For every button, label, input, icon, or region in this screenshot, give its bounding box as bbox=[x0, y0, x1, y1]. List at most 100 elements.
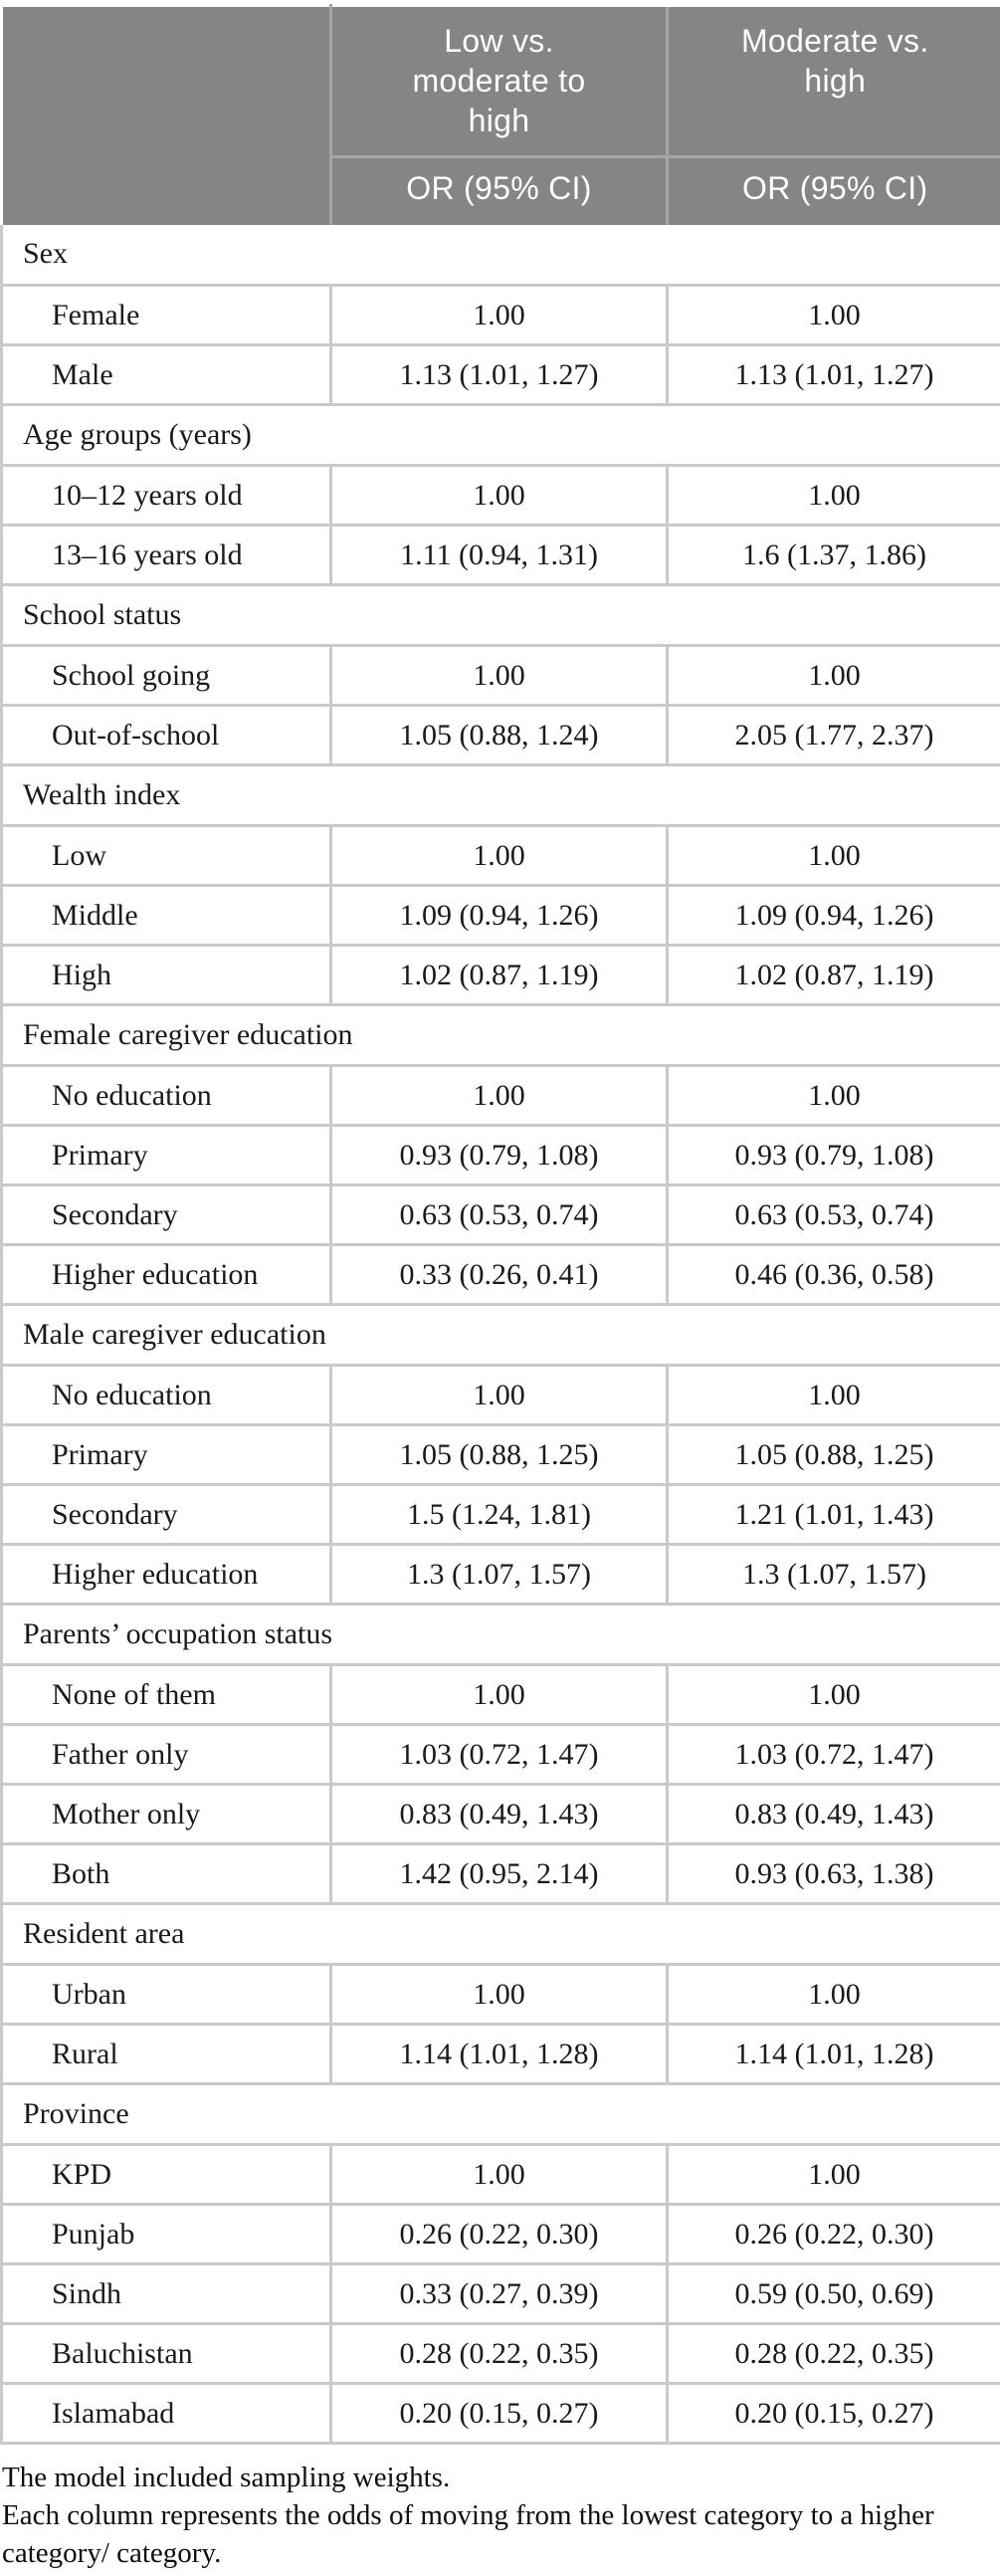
or-ci-value: 0.83 (0.49, 1.43) bbox=[666, 1784, 1000, 1845]
or-ci-value: 0.33 (0.26, 0.41) bbox=[329, 1244, 668, 1306]
or-ci-value: 0.26 (0.22, 0.30) bbox=[329, 2204, 668, 2265]
row-label: Islamabad bbox=[0, 2383, 331, 2445]
table-row: School going 1.00 1.00 bbox=[0, 645, 1000, 707]
group-row: Age groups (years) bbox=[0, 404, 1000, 467]
table-row: Primary 0.93 (0.79, 1.08) 0.93 (0.79, 1.08… bbox=[0, 1125, 1000, 1186]
group-label: Parents’ occupation status bbox=[0, 1604, 1000, 1666]
or-ci-value: 2.05 (1.77, 2.37) bbox=[666, 705, 1000, 766]
table-row: No education 1.00 1.00 bbox=[0, 1065, 1000, 1127]
row-label: Rural bbox=[0, 2024, 331, 2085]
group-label: Resident area bbox=[0, 1903, 1000, 1966]
table-row: Higher education 1.3 (1.07, 1.57) 1.3 (1.0… bbox=[0, 1544, 1000, 1606]
or-ci-value: 0.33 (0.27, 0.39) bbox=[329, 2263, 668, 2325]
table-row: Middle 1.09 (0.94, 1.26) 1.09 (0.94, 1.26) bbox=[0, 885, 1000, 947]
table-row: KPD 1.00 1.00 bbox=[0, 2144, 1000, 2206]
subheader-or-95ci-col2: OR (95% CI) bbox=[666, 155, 1000, 225]
table-row: Both 1.42 (0.95, 2.14) 0.93 (0.63, 1.38) bbox=[0, 1843, 1000, 1905]
group-label: Male caregiver education bbox=[0, 1304, 1000, 1367]
group-row: Male caregiver education bbox=[0, 1304, 1000, 1367]
corner-cell bbox=[0, 4, 332, 225]
or-ci-value: 1.00 bbox=[329, 1664, 668, 1726]
or-ci-value: 1.00 bbox=[666, 825, 1000, 887]
table-row: Primary 1.05 (0.88, 1.25) 1.05 (0.88, 1.25… bbox=[0, 1424, 1000, 1486]
row-label: Higher education bbox=[0, 1244, 331, 1306]
or-ci-value: 1.03 (0.72, 1.47) bbox=[329, 1724, 668, 1786]
row-label: Primary bbox=[0, 1125, 331, 1186]
group-row: Sex bbox=[0, 224, 1000, 287]
or-ci-value: 0.59 (0.50, 0.69) bbox=[666, 2263, 1000, 2325]
or-ci-value: 1.42 (0.95, 2.14) bbox=[329, 1843, 668, 1905]
row-label: Low bbox=[0, 825, 331, 887]
or-ci-value: 1.05 (0.88, 1.24) bbox=[329, 705, 668, 766]
table-row: 13–16 years old 1.11 (0.94, 1.31) 1.6 (1.3… bbox=[0, 525, 1000, 586]
or-ci-value: 0.46 (0.36, 0.58) bbox=[666, 1244, 1000, 1306]
or-ci-value: 1.05 (0.88, 1.25) bbox=[666, 1424, 1000, 1486]
or-ci-value: 1.02 (0.87, 1.19) bbox=[329, 945, 668, 1006]
or-ci-value: 1.03 (0.72, 1.47) bbox=[666, 1724, 1000, 1786]
table-row: None of them 1.00 1.00 bbox=[0, 1664, 1000, 1726]
or-ci-value: 0.63 (0.53, 0.74) bbox=[329, 1184, 668, 1246]
row-label: None of them bbox=[0, 1664, 331, 1726]
or-ci-value: 0.63 (0.53, 0.74) bbox=[666, 1184, 1000, 1246]
table-row: Low 1.00 1.00 bbox=[0, 825, 1000, 887]
or-ci-value: 1.00 bbox=[666, 465, 1000, 527]
or-ci-value: 1.00 bbox=[666, 2144, 1000, 2206]
or-ci-value: 1.3 (1.07, 1.57) bbox=[329, 1544, 668, 1606]
group-label: Wealth index bbox=[0, 764, 1000, 827]
row-label: Sindh bbox=[0, 2263, 331, 2325]
table-row: 10–12 years old 1.00 1.00 bbox=[0, 465, 1000, 527]
or-ci-value: 1.05 (0.88, 1.25) bbox=[329, 1424, 668, 1486]
group-row: Province bbox=[0, 2083, 1000, 2146]
or-ci-value: 1.13 (1.01, 1.27) bbox=[329, 344, 668, 406]
row-label: Out-of-school bbox=[0, 705, 331, 766]
or-ci-value: 1.00 bbox=[329, 2144, 668, 2206]
or-ci-value: 0.28 (0.22, 0.35) bbox=[329, 2323, 668, 2385]
or-ci-value: 1.3 (1.07, 1.57) bbox=[666, 1544, 1000, 1606]
or-ci-value: 0.93 (0.79, 1.08) bbox=[329, 1125, 668, 1186]
group-label: Province bbox=[0, 2083, 1000, 2146]
or-ci-value: 1.13 (1.01, 1.27) bbox=[666, 344, 1000, 406]
or-ci-value: 0.26 (0.22, 0.30) bbox=[666, 2204, 1000, 2265]
or-ci-value: 1.02 (0.87, 1.19) bbox=[666, 945, 1000, 1006]
or-ci-value: 1.14 (1.01, 1.28) bbox=[666, 2024, 1000, 2085]
or-ci-value: 1.00 bbox=[329, 285, 668, 346]
or-ci-value: 0.20 (0.15, 0.27) bbox=[329, 2383, 668, 2445]
table-row: High 1.02 (0.87, 1.19) 1.02 (0.87, 1.19) bbox=[0, 945, 1000, 1006]
footnote-column-explanation: Each column represents the odds of movin… bbox=[2, 2499, 934, 2569]
or-ci-value: 1.09 (0.94, 1.26) bbox=[329, 885, 668, 947]
row-label: School going bbox=[0, 645, 331, 707]
or-ci-value: 1.00 bbox=[329, 645, 668, 707]
header-row-measures: OR (95% CI) OR (95% CI) bbox=[2, 155, 1000, 225]
row-label: No education bbox=[0, 1065, 331, 1127]
row-label: 10–12 years old bbox=[0, 465, 331, 527]
column-header-moderate-vs-high: Moderate vs. high bbox=[666, 4, 1000, 157]
row-label: Mother only bbox=[0, 1784, 331, 1845]
table-row: Secondary 1.5 (1.24, 1.81) 1.21 (1.01, 1.4… bbox=[0, 1484, 1000, 1546]
table-footnotes: The model included sampling weights. Eac… bbox=[0, 2459, 1000, 2572]
or-ci-value: 1.00 bbox=[666, 1065, 1000, 1127]
or-ci-value: 1.14 (1.01, 1.28) bbox=[329, 2024, 668, 2085]
or-ci-value: 1.5 (1.24, 1.81) bbox=[329, 1484, 668, 1546]
or-ci-value: 1.09 (0.94, 1.26) bbox=[666, 885, 1000, 947]
or-ci-value: 0.93 (0.63, 1.38) bbox=[666, 1843, 1000, 1905]
or-ci-value: 1.6 (1.37, 1.86) bbox=[666, 525, 1000, 586]
or-ci-value: 0.93 (0.79, 1.08) bbox=[666, 1125, 1000, 1186]
group-row: School status bbox=[0, 584, 1000, 647]
row-label: Both bbox=[0, 1843, 331, 1905]
or-ci-value: 1.00 bbox=[329, 1365, 668, 1426]
table-row: Male 1.13 (1.01, 1.27) 1.13 (1.01, 1.27) bbox=[0, 344, 1000, 406]
or-ci-value: 0.20 (0.15, 0.27) bbox=[666, 2383, 1000, 2445]
or-ci-value: 0.28 (0.22, 0.35) bbox=[666, 2323, 1000, 2385]
odds-ratio-table: Low vs. moderate to high Moderate vs. hi… bbox=[0, 4, 1000, 2445]
table-row: No education 1.00 1.00 bbox=[0, 1365, 1000, 1426]
group-row: Parents’ occupation status bbox=[0, 1604, 1000, 1666]
row-label: Punjab bbox=[0, 2204, 331, 2265]
table-row: Punjab 0.26 (0.22, 0.30) 0.26 (0.22, 0.30) bbox=[0, 2204, 1000, 2265]
or-ci-value: 1.21 (1.01, 1.43) bbox=[666, 1484, 1000, 1546]
header-row-comparisons: Low vs. moderate to high Moderate vs. hi… bbox=[0, 4, 1000, 225]
or-ci-value: 1.00 bbox=[329, 465, 668, 527]
or-ci-value: 1.00 bbox=[666, 1664, 1000, 1726]
group-label: Age groups (years) bbox=[0, 404, 1000, 467]
table-header: Low vs. moderate to high Moderate vs. hi… bbox=[0, 4, 1000, 225]
